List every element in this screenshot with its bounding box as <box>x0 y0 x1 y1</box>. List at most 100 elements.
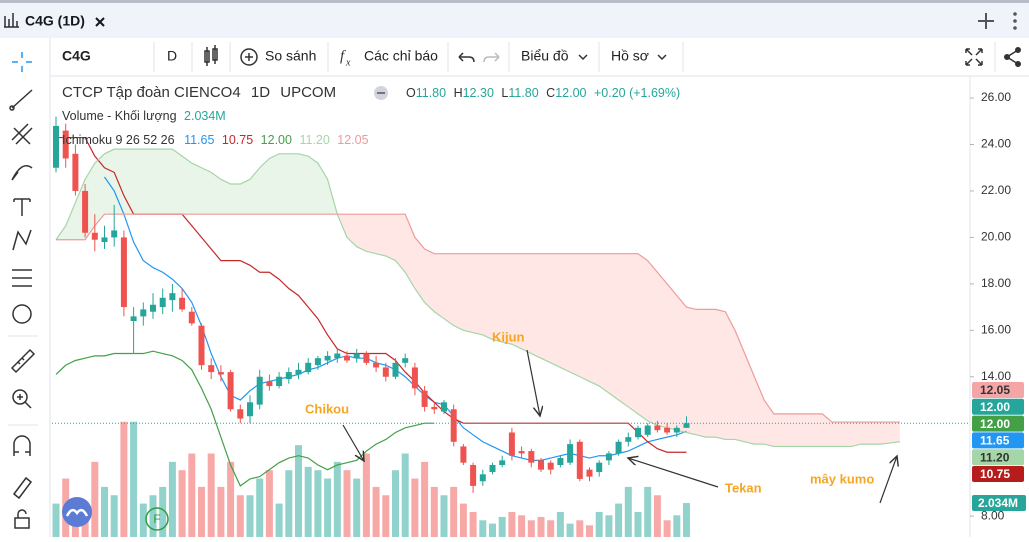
y-tick-label: 24.00 <box>981 137 1011 151</box>
ruler-tool[interactable] <box>10 348 36 374</box>
candle-body <box>353 353 360 359</box>
cloud-segment <box>201 167 212 215</box>
senkou-b-value: 12.05 <box>337 133 368 147</box>
cloud-segment <box>783 413 794 447</box>
tab[interactable]: C4G (1D) <box>4 13 105 29</box>
cloud-segment <box>434 253 444 319</box>
price-label: 12.00 <box>980 417 1010 431</box>
candle-body <box>382 367 389 377</box>
cloud-segment <box>890 422 900 443</box>
candle-body <box>150 304 156 312</box>
lock-tool[interactable] <box>14 517 30 529</box>
crosshair-tool[interactable] <box>12 52 32 72</box>
interval-button[interactable]: D <box>167 48 177 64</box>
tenkan-value: 11.65 <box>184 133 214 147</box>
volume-bar <box>527 520 535 537</box>
emoji-tool[interactable] <box>12 304 32 324</box>
y-tick-label: 14.00 <box>981 369 1011 383</box>
y-tick-label: 22.00 <box>981 183 1011 197</box>
volume-bar <box>285 470 293 537</box>
add-tab[interactable] <box>978 13 994 29</box>
volume-bar <box>198 486 205 537</box>
pattern-tool[interactable] <box>12 229 32 251</box>
y-tick-label: 26.00 <box>981 90 1011 104</box>
brush-tool[interactable] <box>11 165 33 181</box>
cloud-segment <box>65 202 76 240</box>
price-label: 11.65 <box>980 434 1010 448</box>
compare-button[interactable]: So sánh <box>240 48 316 66</box>
cloud-segment <box>395 214 406 273</box>
prediction-tool[interactable] <box>12 269 32 287</box>
cloud-segment <box>851 422 862 447</box>
volume-bar <box>498 516 506 537</box>
cloud-segment <box>288 153 299 215</box>
candle-body <box>324 355 331 361</box>
magnet-tool[interactable] <box>13 435 31 456</box>
arrow <box>628 458 719 488</box>
cloud-segment <box>812 413 823 447</box>
cloud-segment <box>773 413 784 447</box>
cloud-segment <box>123 149 134 215</box>
cloud-segment <box>492 253 503 342</box>
cloud-segment <box>589 253 600 387</box>
volume-bar <box>275 503 283 537</box>
logo[interactable] <box>62 497 92 527</box>
close-label: C <box>546 86 555 100</box>
undo[interactable] <box>458 52 475 63</box>
candle-body <box>305 362 312 373</box>
cloud-segment <box>531 253 541 359</box>
chart-type-menu[interactable]: Biểu đồ <box>521 48 588 64</box>
cloud-segment <box>250 167 260 215</box>
volume-bar <box>644 486 652 537</box>
cloud-segment <box>667 283 677 431</box>
volume-bar <box>188 453 196 537</box>
cloud-segment <box>172 149 183 215</box>
annotation: Kijun <box>492 329 525 344</box>
symbol[interactable]: C4G <box>62 48 91 64</box>
volume-bar <box>537 516 545 537</box>
profile-menu[interactable]: Hồ sơ <box>611 48 667 64</box>
svg-text:f: f <box>340 48 346 64</box>
event-badge[interactable]: F <box>145 507 169 531</box>
ichimoku-legend: Ichimoku 9 26 52 26 11.65 10.75 12.00 11… <box>62 133 369 147</box>
svg-text:x: x <box>345 57 351 68</box>
lock-drawing-tool[interactable] <box>12 476 33 500</box>
cloud-segment <box>735 330 745 442</box>
text-tool[interactable] <box>13 198 31 216</box>
candle-body <box>217 372 224 375</box>
candle-body <box>62 130 69 159</box>
collapse-button[interactable] <box>374 86 388 100</box>
volume-bar <box>450 486 458 537</box>
fullscreen[interactable] <box>965 48 983 66</box>
cloud-segment <box>298 153 309 215</box>
candle-body <box>169 293 176 301</box>
candle-body <box>130 316 137 322</box>
volume-bar <box>459 503 467 537</box>
fib-tool[interactable] <box>11 123 33 145</box>
chart-style-button[interactable] <box>204 45 218 66</box>
trend-line-tool[interactable] <box>9 89 33 111</box>
candle-body <box>586 469 593 477</box>
tab-menu[interactable] <box>1013 12 1017 30</box>
redo[interactable] <box>483 52 500 63</box>
volume-bar <box>683 503 690 537</box>
cloud-segment <box>870 422 881 445</box>
candle-body <box>431 406 438 410</box>
candle-body <box>159 297 166 308</box>
cloud-segment <box>347 214 357 247</box>
cloud-segment <box>696 309 706 438</box>
volume-legend: Volume - Khối lượng 2.034M <box>62 109 226 123</box>
legend-line: CTCP Tập đoàn CIENCO4 1D UPCOM <box>62 84 336 101</box>
cloud-segment <box>211 172 221 215</box>
chikou-value: 12.00 <box>261 133 292 147</box>
cloud-segment <box>841 422 852 447</box>
cloud-segment <box>541 253 551 363</box>
share[interactable] <box>1004 47 1021 67</box>
candle-body <box>654 425 661 431</box>
cloud-segment <box>133 149 144 215</box>
candle-body <box>625 437 632 442</box>
indicators-button[interactable]: f x Các chỉ báo <box>340 48 438 69</box>
cloud-segment <box>676 295 687 433</box>
zoom-tool[interactable] <box>12 389 28 405</box>
